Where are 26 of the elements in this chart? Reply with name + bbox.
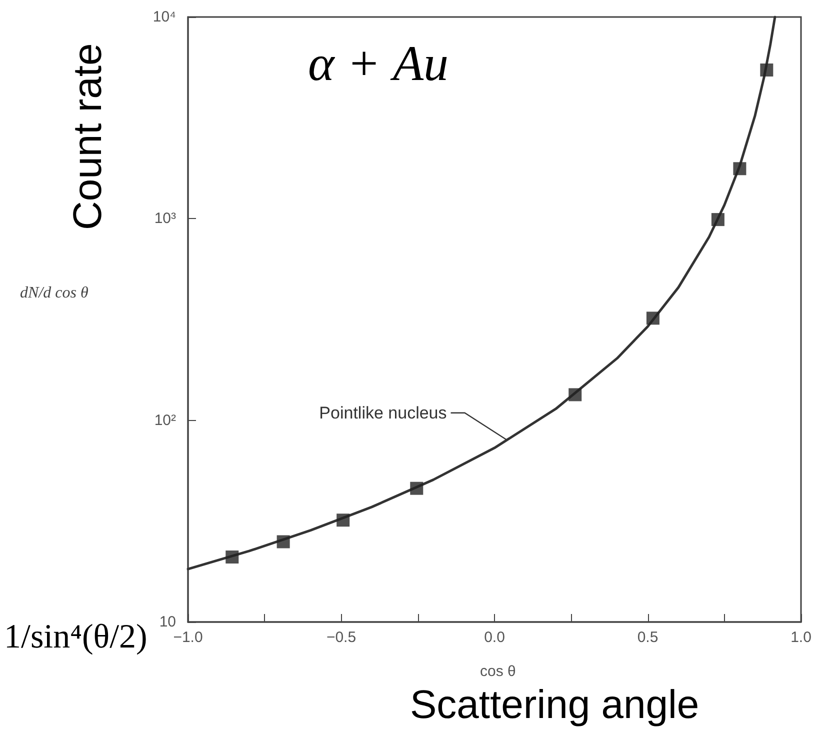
- x-tick-label: 1.0: [790, 629, 812, 646]
- text: 1/sin⁴(θ/2): [4, 618, 148, 656]
- point: [276, 535, 290, 548]
- point: [760, 64, 774, 76]
- point: [646, 312, 660, 325]
- y-tick-label: 10: [159, 614, 176, 630]
- point: [410, 482, 424, 495]
- annotation: Pointlike nucleus: [319, 403, 447, 422]
- x-axis-title: cos θ: [480, 663, 516, 680]
- x-tick-label: −0.5: [326, 629, 356, 646]
- y-axis-title: dN/d cos θ: [20, 284, 88, 302]
- x-tick-label: 0.5: [637, 629, 658, 646]
- text: Count rate: [66, 43, 110, 230]
- x-tick-label: −1.0: [173, 629, 203, 646]
- y-tick-label: 10³: [154, 210, 176, 228]
- annotation: α + Au: [308, 35, 449, 91]
- point: [733, 162, 746, 176]
- y-tick-label: 10⁴: [152, 8, 176, 26]
- x-tick-label: 0.0: [484, 629, 505, 646]
- y-tick-label: 10²: [154, 412, 176, 429]
- line-series: [186, 16, 776, 570]
- point: [568, 388, 582, 402]
- text: Scattering angle: [410, 683, 700, 727]
- point: [711, 213, 724, 226]
- point: [336, 514, 350, 527]
- point: [226, 550, 239, 564]
